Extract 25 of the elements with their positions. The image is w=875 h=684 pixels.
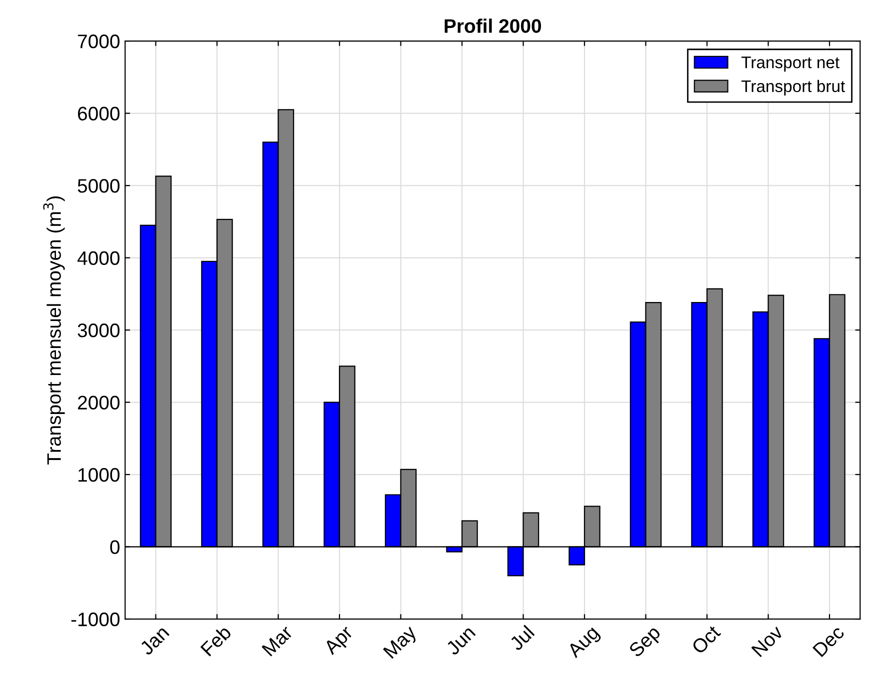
x-tick-label: Jul	[508, 624, 535, 652]
chart-title: Profil 2000	[444, 18, 542, 33]
y-tick-label: 1000	[78, 468, 120, 482]
x-tick-label: Apr	[322, 624, 356, 658]
x-tick-label: Dec	[812, 624, 846, 658]
x-tick-label: Nov	[751, 624, 784, 658]
x-tick-label: Sep	[628, 624, 664, 661]
y-tick-label: -1000	[71, 612, 120, 626]
y-tick-label: 6000	[78, 106, 120, 121]
x-tick-label: Mar	[262, 624, 294, 657]
x-tick-label: Aug	[566, 625, 602, 662]
y-tick-label: 5000	[78, 179, 120, 193]
y-tick-label: 3000	[78, 324, 120, 338]
y-tick-label: 0	[110, 540, 120, 554]
legend-label: Transport brut	[741, 80, 846, 96]
x-tick-label: Jan	[138, 625, 170, 656]
x-tick-label: Jun	[445, 625, 476, 656]
x-tick-label: May	[382, 624, 420, 662]
x-tick-label: Oct	[690, 624, 722, 655]
y-tick-label: 7000	[78, 34, 120, 48]
y-axis-title: Transport mensuel moyen (m$^{3}$)	[43, 196, 65, 465]
y-tick-label: 4000	[77, 251, 120, 266]
x-tick-label: Feb	[200, 624, 232, 657]
legend-label: Transport net	[741, 56, 840, 72]
y-tick-label: 2000	[78, 396, 120, 410]
